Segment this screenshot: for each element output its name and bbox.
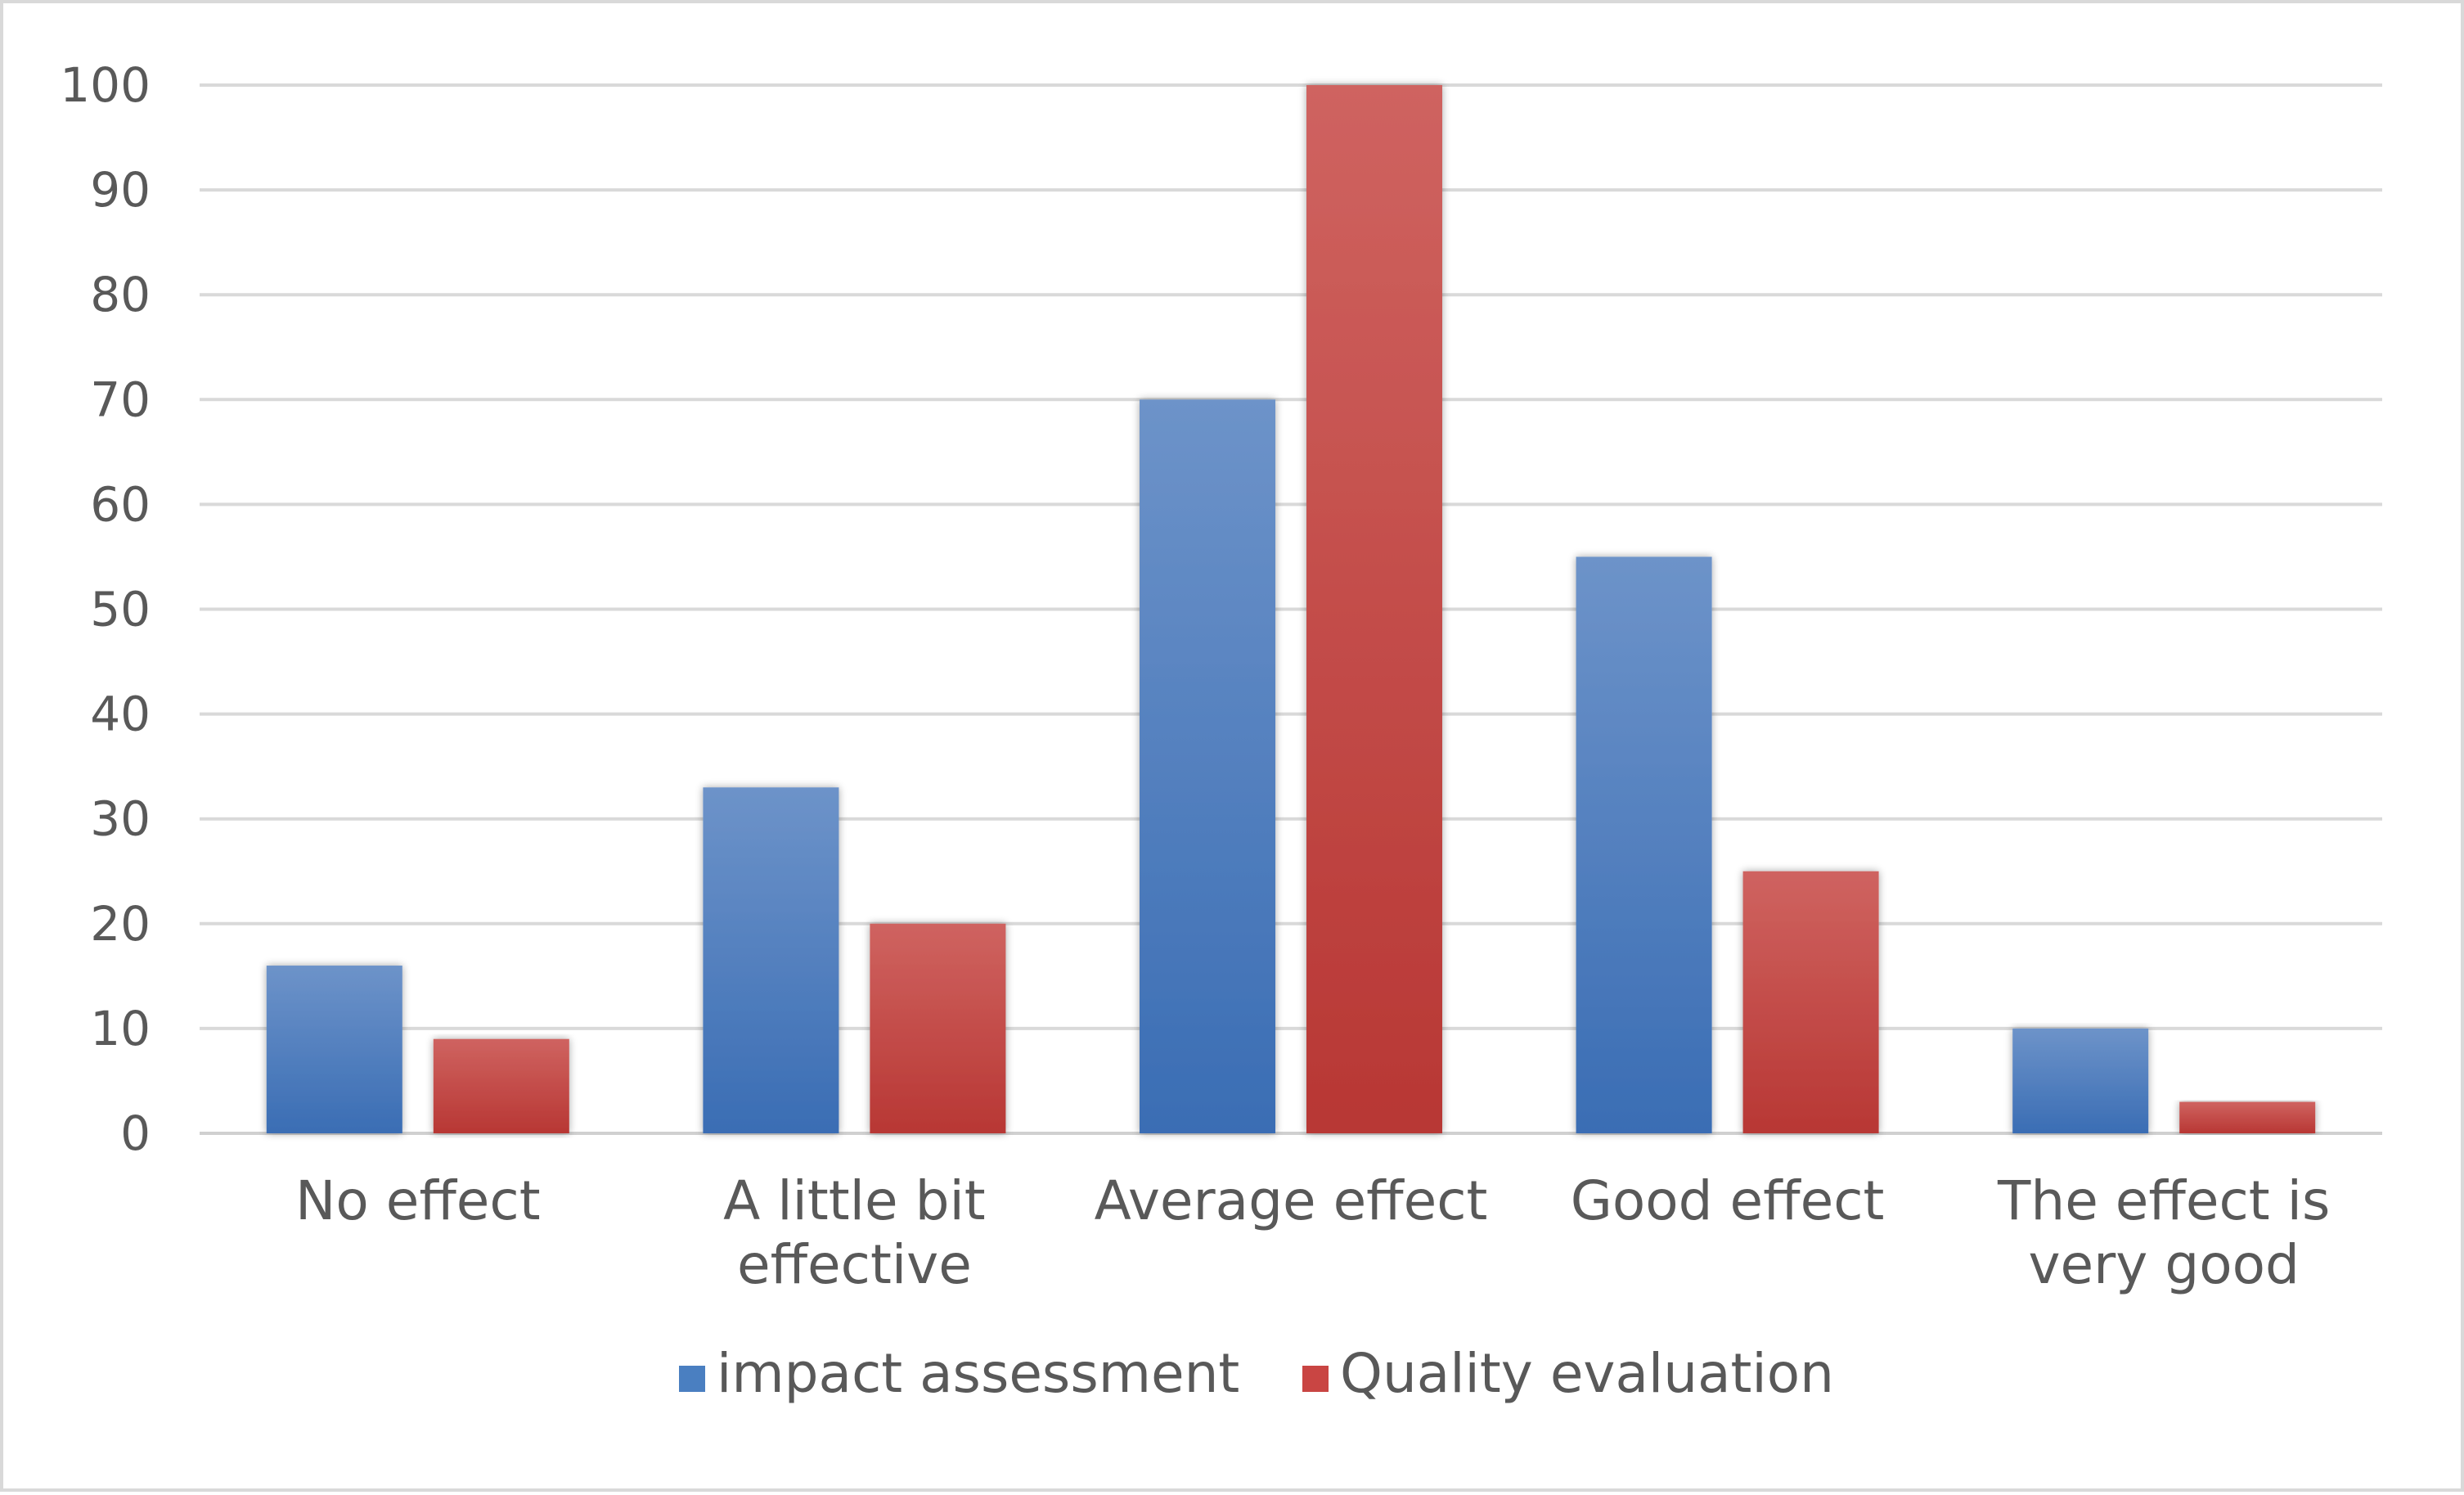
x-category-label-line: very good xyxy=(2029,1233,2300,1296)
legend-label-impact-assessment: impact assessment xyxy=(717,1342,1239,1405)
legend-swatch-quality-evaluation xyxy=(1302,1366,1329,1392)
y-tick-label: 70 xyxy=(90,371,151,427)
bar-quality-evaluation xyxy=(2179,1101,2316,1133)
bar-quality-evaluation xyxy=(433,1038,569,1133)
legend-label-quality-evaluation: Quality evaluation xyxy=(1340,1342,1834,1405)
x-category-label-line: The effect is xyxy=(1997,1169,2330,1232)
y-tick-label: 100 xyxy=(60,57,151,113)
x-category-label: Average effect xyxy=(1095,1169,1488,1232)
bar-quality-evaluation xyxy=(870,923,1006,1133)
x-category-label: No effect xyxy=(295,1169,541,1232)
legend: impact assessment Quality evaluation xyxy=(679,1342,1834,1405)
bar-chart: 0 10 20 30 40 50 60 70 80 90 100 No effect A little… xyxy=(60,57,2382,1405)
x-category-label: A little bit effective xyxy=(723,1169,986,1296)
x-category-label-line: No effect xyxy=(295,1169,541,1232)
x-category-label-line: effective xyxy=(737,1233,972,1296)
bar-impact-assessment xyxy=(2012,1028,2149,1133)
y-tick-label: 60 xyxy=(90,476,151,532)
y-tick-label: 10 xyxy=(90,1001,151,1056)
bar-impact-assessment xyxy=(703,787,839,1133)
x-category-label: Good effect xyxy=(1571,1169,1885,1232)
y-tick-label: 20 xyxy=(90,896,151,952)
gridlines xyxy=(200,83,2382,1135)
bar-impact-assessment xyxy=(1576,556,1712,1133)
bar-impact-assessment xyxy=(266,966,402,1133)
x-category-label: The effect is very good xyxy=(1997,1169,2330,1296)
y-tick-label: 30 xyxy=(90,791,151,847)
bar-impact-assessment xyxy=(1140,399,1275,1133)
x-category-label-line: A little bit xyxy=(723,1169,986,1232)
x-axis-categories: No effect A little bit effective Average ef… xyxy=(295,1169,2330,1296)
y-tick-label: 80 xyxy=(90,267,151,322)
bar-quality-evaluation xyxy=(1306,85,1442,1133)
y-tick-label: 0 xyxy=(120,1105,151,1161)
y-axis-ticks: 0 10 20 30 40 50 60 70 80 90 100 xyxy=(60,57,151,1161)
bars xyxy=(266,85,2316,1133)
legend-swatch-impact-assessment xyxy=(679,1366,705,1392)
y-tick-label: 90 xyxy=(90,162,151,218)
y-tick-label: 50 xyxy=(90,582,151,637)
x-category-label-line: Good effect xyxy=(1571,1169,1885,1232)
y-tick-label: 40 xyxy=(90,687,151,742)
bar-quality-evaluation xyxy=(1742,871,1879,1133)
x-category-label-line: Average effect xyxy=(1095,1169,1488,1232)
